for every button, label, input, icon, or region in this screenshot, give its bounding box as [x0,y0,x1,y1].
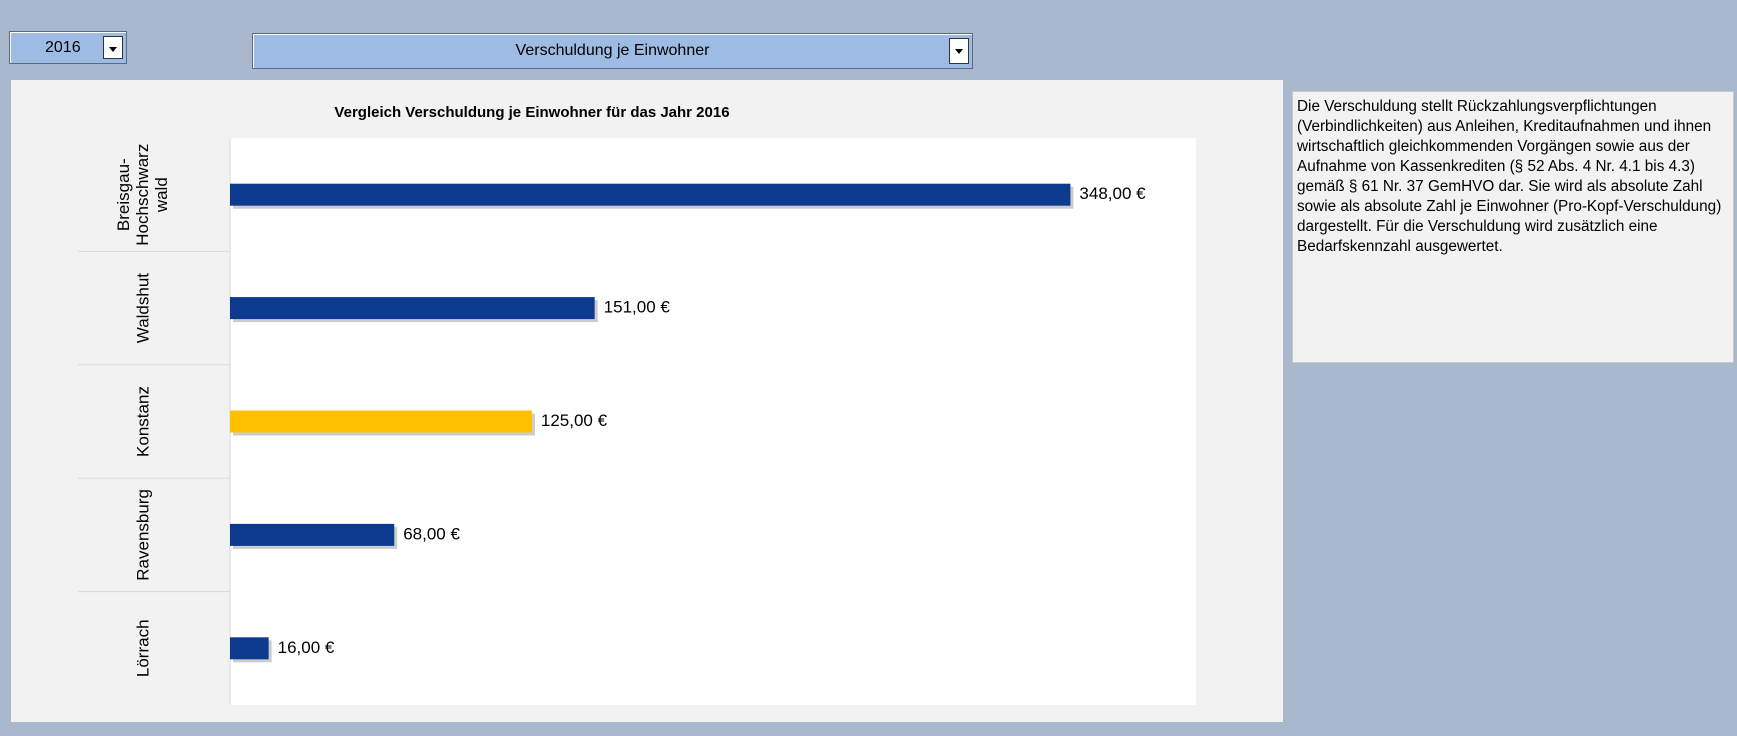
data-label: 348,00 € [1079,184,1146,203]
indicator-dropdown[interactable]: Verschuldung je Einwohner [252,33,973,69]
data-label: 151,00 € [604,298,671,317]
description-box: Die Verschuldung stellt Rückzahlungsverp… [1292,91,1734,363]
bar [230,297,595,320]
dropdown-arrow[interactable] [103,36,123,59]
data-label: 125,00 € [541,411,608,430]
bar [230,183,1071,206]
chart-title: Vergleich Verschuldung je Einwohner für … [334,104,729,121]
indicator-value: Verschuldung je Einwohner [515,42,710,59]
y-tick-label: Ravensburg [133,489,152,581]
y-tick-label: Waldshut [133,273,152,344]
dropdown-arrow[interactable] [949,38,969,64]
bar [230,637,269,660]
y-tick-label: Breisgau-Hochschwarzwald [114,144,171,246]
year-dropdown[interactable]: 2016 [9,31,127,64]
y-tick-label: Lörrach [133,619,152,677]
year-value: 2016 [45,38,81,56]
bar [230,523,395,546]
y-tick-label: Konstanz [133,386,152,457]
bar [230,410,532,433]
data-label: 68,00 € [403,524,460,543]
data-label: 16,00 € [278,638,335,657]
